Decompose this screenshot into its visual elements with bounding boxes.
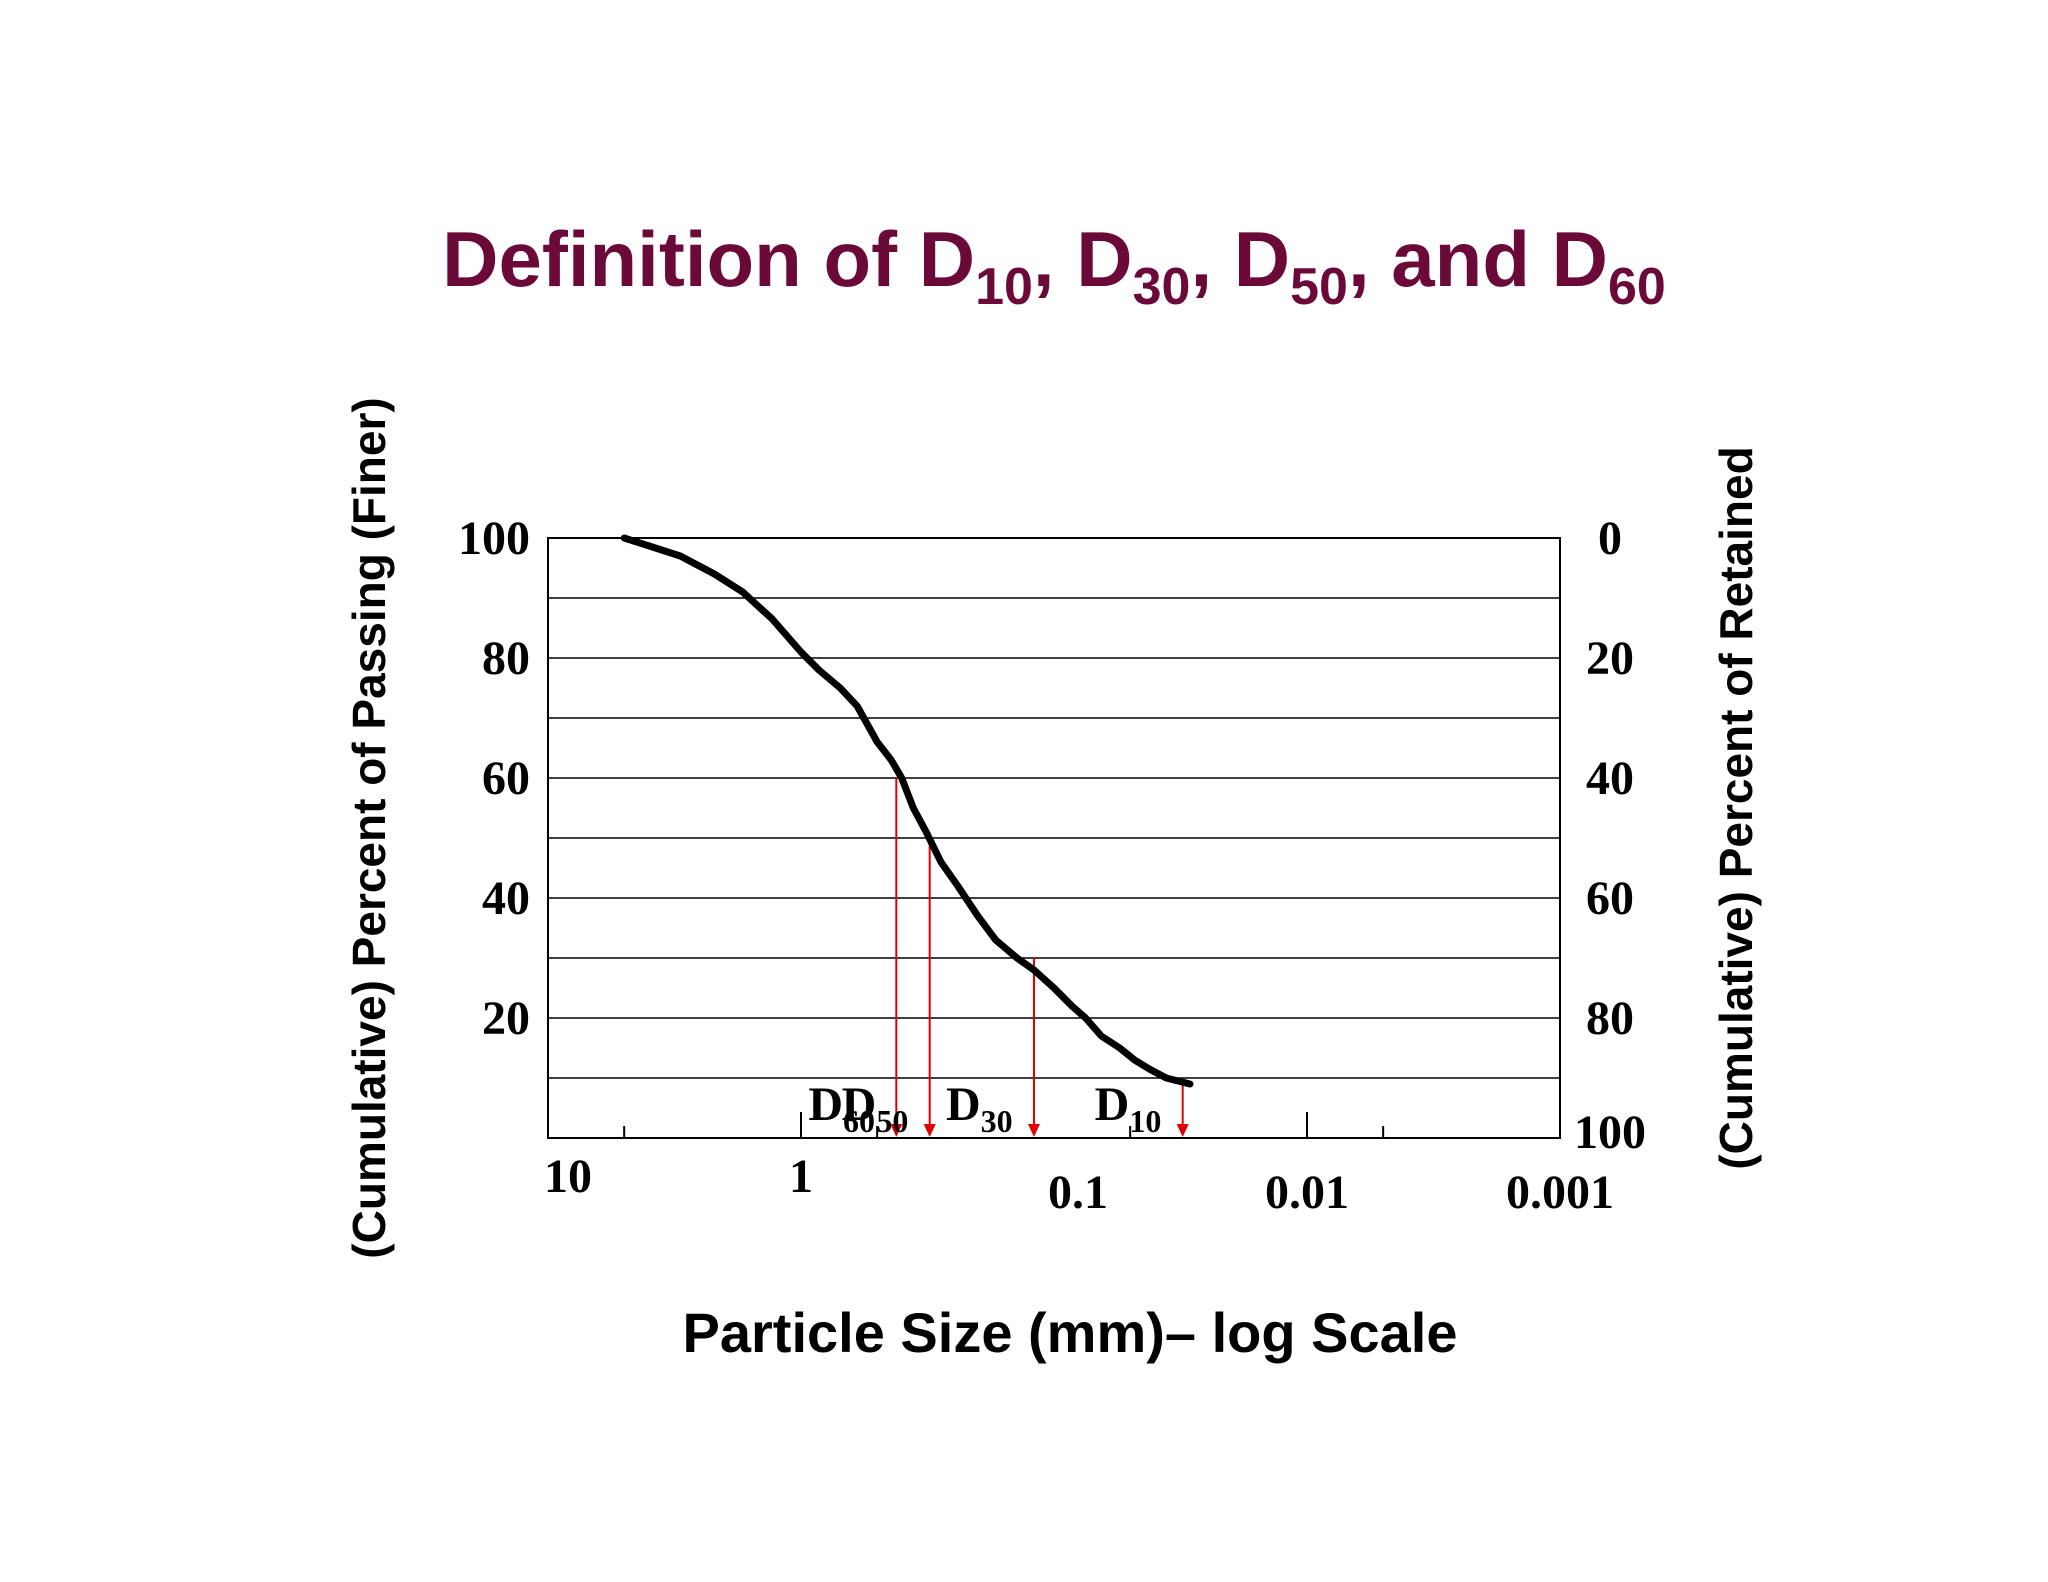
title-sep-1: , D [1033,215,1133,303]
y-left-tick-40: 40 [482,872,530,925]
y-right-tick-100: 100 [1574,1106,1646,1159]
d-label-50: D50 [842,1078,909,1139]
d-label-30: D30 [946,1078,1013,1139]
y-right-tick-60: 60 [1586,872,1634,925]
y-right-tick-0: 0 [1598,512,1622,565]
d-label-10: D10 [1095,1078,1162,1139]
plot-frame [547,537,1561,1139]
title-sub-10: 10 [975,258,1033,316]
y-right-tick-80: 80 [1586,992,1634,1045]
d-label-60: D60 [808,1078,875,1139]
gradation-curve [620,534,1194,1088]
x-tick-0.001: 0.001 [1506,1166,1614,1219]
title-lead: Definition of D [442,215,975,303]
y-left-tick-20: 20 [482,992,530,1045]
marker-arrow-d50 [923,1124,936,1137]
y-right-tick-40: 40 [1586,752,1634,805]
y-right-tick-20: 20 [1586,632,1634,685]
y-left-tick-labels: 20 40 60 80 100 [458,512,530,1045]
title-sub-60: 60 [1608,258,1666,316]
d-markers [890,778,1189,1137]
y-axis-left-label: (Cumulative) Percent of Passing (Finer) [343,397,395,1258]
y-left-tick-60: 60 [482,752,530,805]
y-axis-right-label: (Cumulative) Percent of Retained [1710,446,1762,1169]
y-right-tick-labels: 0 20 40 60 80 100 [1574,512,1646,1159]
x-tick-1: 1 [789,1150,813,1203]
marker-arrow-d60 [890,1124,903,1137]
y-left-tick-100: 100 [458,512,530,565]
x-minor-ticks [623,1112,1385,1138]
marker-arrow-d10 [1176,1124,1189,1137]
grid-lines [548,597,1560,1079]
title-sub-30: 30 [1133,258,1191,316]
title-sep-2: , D [1190,215,1290,303]
x-tick-10: 10 [544,1150,592,1203]
y-left-tick-80: 80 [482,632,530,685]
title-sep-3: , and D [1348,215,1608,303]
x-tick-0.01: 0.01 [1265,1166,1349,1219]
x-axis-label: Particle Size (mm)– log Scale [683,1301,1458,1364]
x-tick-0.1: 0.1 [1048,1166,1108,1219]
title-sub-50: 50 [1290,258,1348,316]
marker-arrow-d30 [1027,1124,1040,1137]
chart-title: Definition of D10, D30, D50, and D60 [442,215,1666,316]
x-tick-labels: 10 1 0.1 0.01 0.001 [544,1150,1614,1219]
